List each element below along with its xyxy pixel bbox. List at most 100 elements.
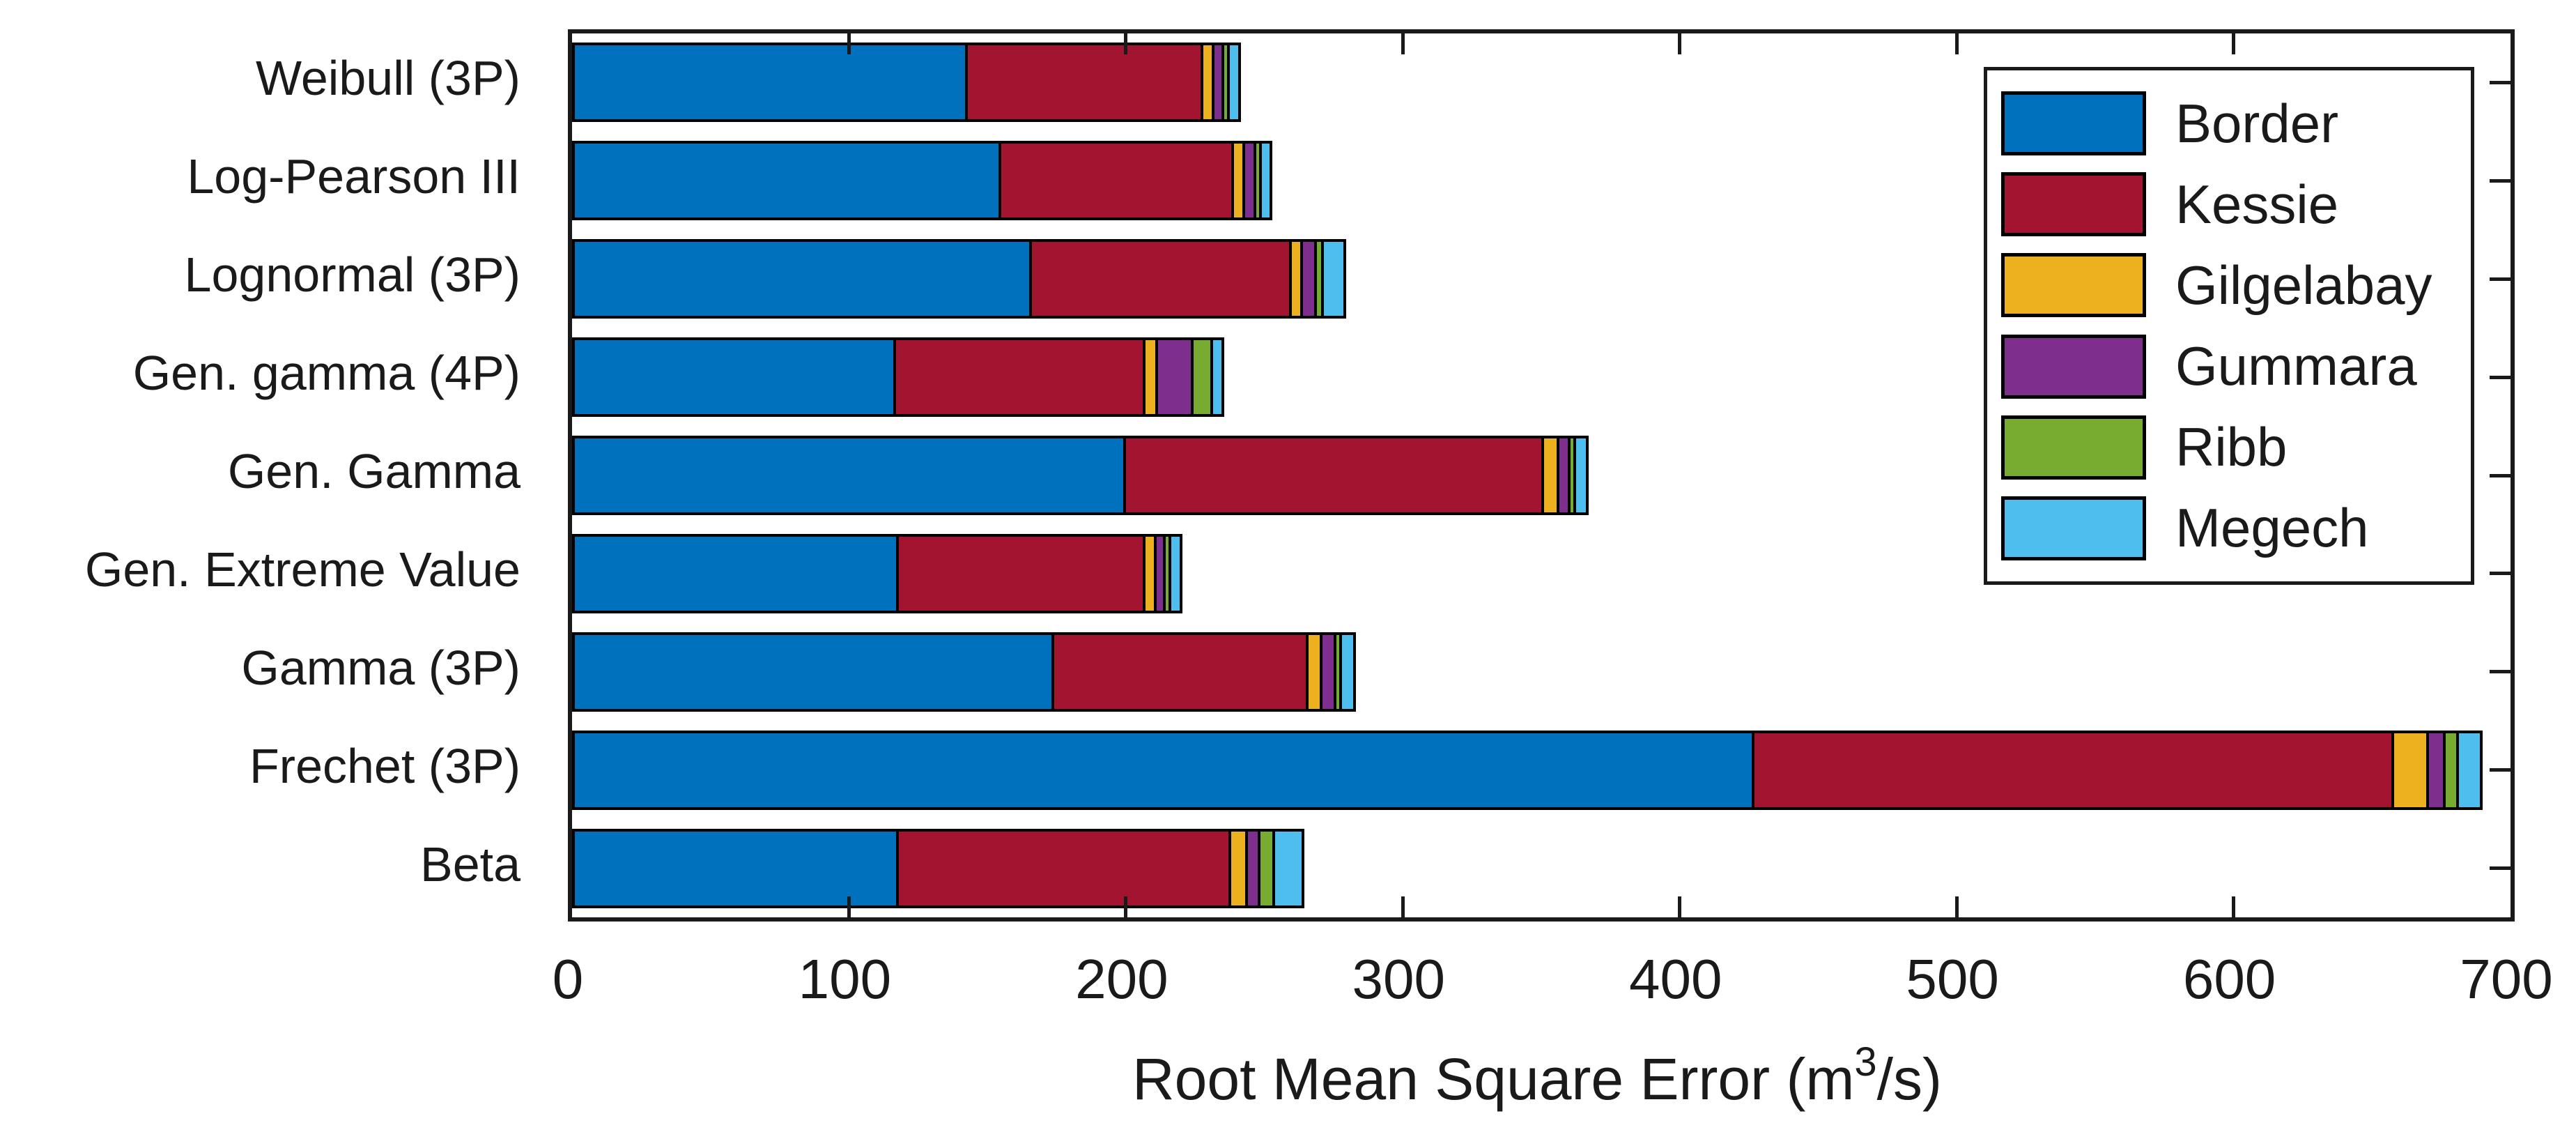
- x-axis-title: Root Mean Square Error (m3/s): [1132, 1039, 1942, 1113]
- bar-segment-megech: [2456, 730, 2483, 810]
- legend-item: Border: [1987, 91, 2471, 156]
- bar-segment-kessie: [895, 533, 1146, 613]
- bar-segment-megech: [1320, 239, 1346, 319]
- x-axis-tick-label: 400: [1628, 948, 1722, 1010]
- bar-segment-kessie: [1028, 239, 1293, 319]
- y-tick-mark-right: [2490, 473, 2511, 477]
- y-axis-label: Lognormal (3P): [184, 247, 520, 303]
- y-tick-mark-right: [2490, 277, 2511, 281]
- bar-row: [572, 721, 2511, 819]
- bar-segment-megech: [1169, 533, 1183, 613]
- stacked-bar: [572, 337, 1224, 418]
- legend-item: Gummara: [1987, 334, 2471, 399]
- x-tick-mark-top: [847, 33, 851, 54]
- legend-label: Gilgelabay: [2175, 254, 2432, 316]
- y-tick-mark-right: [2490, 768, 2511, 772]
- legend-item: Kessie: [1987, 172, 2471, 237]
- x-axis-tick-label: 100: [798, 948, 892, 1010]
- bar-row: [572, 230, 2511, 328]
- legend-label: Megech: [2175, 497, 2369, 559]
- x-tick-mark-top: [2232, 33, 2236, 54]
- x-tick-mark: [1401, 896, 1405, 917]
- y-tick-mark-right: [2490, 572, 2511, 576]
- x-tick-mark-top: [1401, 33, 1405, 54]
- bar-segment-gummara: [1155, 337, 1194, 418]
- legend-swatch: [2001, 496, 2146, 560]
- bar-segment-kessie: [965, 43, 1204, 123]
- x-tick-mark: [2232, 896, 2236, 917]
- stacked-bar: [572, 730, 2483, 810]
- bar-segment-megech: [1272, 828, 1305, 908]
- x-axis-tick-label: 700: [2460, 948, 2553, 1010]
- x-tick-mark-top: [1124, 33, 1128, 54]
- bar-row: [572, 524, 2511, 622]
- x-tick-mark: [1954, 896, 1959, 917]
- x-tick-mark-top: [1954, 33, 1959, 54]
- legend-item: Megech: [1987, 496, 2471, 560]
- legend-swatch: [2001, 334, 2146, 399]
- y-axis-labels: Weibull (3P) Log-Pearson III Lognormal (3P…: [0, 29, 540, 913]
- bar-segment-border: [572, 730, 1755, 810]
- bar-segment-border: [572, 533, 899, 613]
- legend-swatch: [2001, 91, 2146, 156]
- legend-label: Ribb: [2175, 416, 2288, 478]
- legend-label: Border: [2175, 92, 2339, 154]
- legend-label: Kessie: [2175, 173, 2339, 235]
- x-tick-mark: [1678, 896, 1682, 917]
- y-axis-label: Gen. gamma (4P): [132, 346, 520, 401]
- y-tick-mark-right: [2490, 866, 2511, 871]
- bar-row: [572, 622, 2511, 721]
- stacked-bar: [572, 435, 1589, 515]
- stacked-bar: [572, 828, 1305, 908]
- x-tick-mark: [1124, 896, 1128, 917]
- bar-segment-border: [572, 632, 1054, 712]
- x-axis-title-suffix: /s): [1876, 1046, 1942, 1112]
- y-axis-label: Log-Pearson III: [187, 149, 520, 204]
- bar-row: [572, 819, 2511, 917]
- stacked-bar: [572, 43, 1241, 123]
- y-axis-label: Beta: [420, 836, 520, 892]
- bar-segment-kessie: [1123, 435, 1544, 515]
- stacked-bar: [572, 239, 1346, 319]
- bar-segment-border: [572, 239, 1032, 319]
- bar-segment-border: [572, 43, 969, 123]
- bar-segment-megech: [1573, 435, 1589, 515]
- y-tick-mark-right: [2490, 178, 2511, 183]
- bar-segment-kessie: [1051, 632, 1309, 712]
- bar-segment-border: [572, 435, 1126, 515]
- x-axis-tick-label: 300: [1352, 948, 1446, 1010]
- x-axis-title-superscript: 3: [1854, 1039, 1877, 1085]
- y-axis-label: Frechet (3P): [249, 738, 520, 793]
- y-tick-mark-right: [2490, 80, 2511, 84]
- bar-segment-border: [572, 141, 1001, 221]
- y-axis-label: Gen. Gamma: [227, 444, 520, 498]
- y-axis-label: Gamma (3P): [241, 640, 520, 695]
- legend: Border Kessie Gilgelabay Gummara Ribb Megech: [1984, 67, 2474, 585]
- bar-segment-megech: [1258, 141, 1273, 221]
- bar-segment-megech: [1226, 43, 1241, 123]
- legend-swatch: [2001, 172, 2146, 237]
- bar-segment-border: [572, 337, 896, 418]
- bar-row: [572, 132, 2511, 230]
- stacked-bar: [572, 632, 1356, 712]
- y-axis-label: Gen. Extreme Value: [84, 542, 520, 597]
- bar-segment-gilgelabay: [2391, 730, 2429, 810]
- bar-segment-border: [572, 828, 899, 908]
- y-tick-mark-right: [2490, 375, 2511, 379]
- bar-segment-ribb: [1191, 337, 1213, 418]
- bar-segment-gummara: [2425, 730, 2446, 810]
- x-tick-mark-top: [1678, 33, 1682, 54]
- bars-layer: [572, 33, 2511, 917]
- y-axis-label: Weibull (3P): [256, 51, 520, 106]
- legend-swatch: [2001, 253, 2146, 318]
- bar-segment-kessie: [1752, 730, 2395, 810]
- bar-segment-kessie: [893, 337, 1146, 418]
- bar-row: [572, 33, 2511, 132]
- bar-segment-kessie: [895, 828, 1231, 908]
- x-axis-title-text: Root Mean Square Error (m: [1132, 1046, 1855, 1112]
- stacked-bar: [572, 533, 1183, 613]
- bar-row: [572, 427, 2511, 525]
- x-axis-tick-label: 500: [1906, 948, 1999, 1010]
- x-axis-tick-label: 0: [552, 948, 584, 1010]
